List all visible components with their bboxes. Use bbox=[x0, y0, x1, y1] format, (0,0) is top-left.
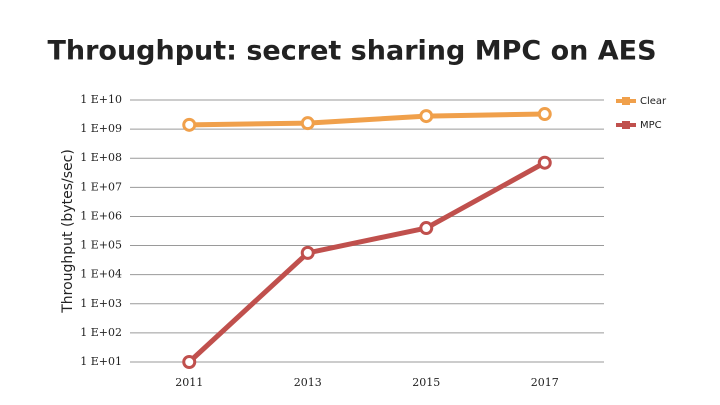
legend-label: MPC bbox=[640, 120, 662, 131]
x-tick-label: 2017 bbox=[531, 376, 559, 389]
point bbox=[419, 109, 434, 124]
y-tick-label: 1 E+08 bbox=[80, 151, 122, 164]
legend-marker bbox=[622, 97, 630, 105]
point bbox=[182, 355, 197, 369]
legend-label: Clear bbox=[640, 96, 667, 107]
y-tick-label: 1 E+03 bbox=[80, 297, 122, 310]
y-tick-label: 1 E+02 bbox=[80, 326, 122, 339]
series-line bbox=[189, 111, 545, 128]
point bbox=[300, 116, 315, 131]
x-tick-label: 2011 bbox=[175, 376, 203, 389]
point bbox=[537, 155, 552, 170]
y-tick-label: 1 E+04 bbox=[80, 268, 122, 281]
point bbox=[537, 107, 552, 122]
y-tick-label: 1 E+10 bbox=[80, 93, 122, 106]
series-line bbox=[187, 160, 546, 364]
chart-title: Throughput: secret sharing MPC on AES bbox=[47, 36, 656, 67]
x-tick-label: 2013 bbox=[294, 376, 322, 389]
y-tick-label: 1 E+05 bbox=[80, 239, 122, 252]
y-tick-label: 1 E+07 bbox=[80, 180, 122, 193]
y-axis-label: Throughput (bytes/sec) bbox=[60, 149, 76, 314]
point bbox=[300, 245, 315, 260]
x-tick-label: 2015 bbox=[412, 376, 440, 389]
y-tick-label: 1 E+01 bbox=[80, 355, 122, 368]
point bbox=[419, 221, 434, 236]
y-tick-label: 1 E+09 bbox=[80, 122, 122, 135]
y-tick-label: 1 E+06 bbox=[80, 209, 122, 222]
point bbox=[182, 117, 197, 132]
legend-marker bbox=[622, 121, 630, 129]
